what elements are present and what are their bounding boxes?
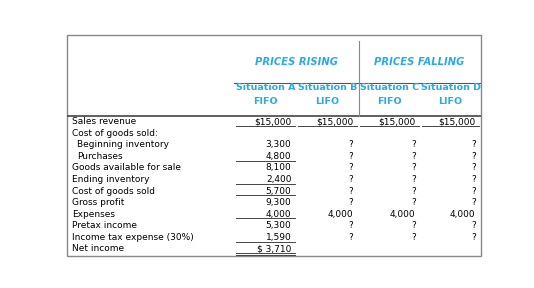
- Text: ?: ?: [471, 152, 476, 161]
- Text: ?: ?: [471, 198, 476, 207]
- Text: 2,400: 2,400: [266, 175, 292, 184]
- Text: ?: ?: [349, 187, 354, 196]
- Text: ?: ?: [411, 221, 415, 230]
- Text: PRICES RISING: PRICES RISING: [255, 57, 338, 67]
- Text: 5,300: 5,300: [266, 221, 292, 230]
- Text: ?: ?: [471, 221, 476, 230]
- Text: 4,000: 4,000: [328, 210, 354, 219]
- Text: ?: ?: [411, 187, 415, 196]
- Text: Ending inventory: Ending inventory: [72, 175, 149, 184]
- Text: ?: ?: [411, 198, 415, 207]
- Text: ?: ?: [349, 221, 354, 230]
- Text: ?: ?: [411, 175, 415, 184]
- Text: ?: ?: [471, 175, 476, 184]
- Text: 4,800: 4,800: [266, 152, 292, 161]
- Text: ?: ?: [411, 141, 415, 149]
- Text: 8,100: 8,100: [266, 164, 292, 173]
- Text: Situation A: Situation A: [235, 83, 295, 92]
- Text: LIFO: LIFO: [316, 97, 340, 106]
- Text: $15,000: $15,000: [316, 117, 354, 126]
- Text: 5,700: 5,700: [266, 187, 292, 196]
- Text: LIFO: LIFO: [438, 97, 462, 106]
- Text: FIFO: FIFO: [253, 97, 278, 106]
- Text: ?: ?: [349, 152, 354, 161]
- Text: FIFO: FIFO: [377, 97, 402, 106]
- Text: Pretax income: Pretax income: [72, 221, 137, 230]
- Text: ?: ?: [411, 164, 415, 173]
- Text: Sales revenue: Sales revenue: [72, 117, 136, 126]
- Text: Situation C: Situation C: [360, 83, 419, 92]
- Text: ?: ?: [471, 141, 476, 149]
- Text: ?: ?: [471, 164, 476, 173]
- Text: Expenses: Expenses: [72, 210, 115, 219]
- Text: 9,300: 9,300: [266, 198, 292, 207]
- Text: ?: ?: [349, 141, 354, 149]
- Text: PRICES FALLING: PRICES FALLING: [374, 57, 465, 67]
- Text: $15,000: $15,000: [254, 117, 292, 126]
- Text: ?: ?: [349, 233, 354, 242]
- Text: Cost of goods sold: Cost of goods sold: [72, 187, 155, 196]
- Text: ?: ?: [349, 175, 354, 184]
- Text: Goods available for sale: Goods available for sale: [72, 164, 180, 173]
- Text: 1,590: 1,590: [266, 233, 292, 242]
- Text: ?: ?: [471, 187, 476, 196]
- Text: Cost of goods sold:: Cost of goods sold:: [72, 129, 158, 138]
- Text: ?: ?: [349, 198, 354, 207]
- Text: $15,000: $15,000: [379, 117, 415, 126]
- Text: $ 3,710: $ 3,710: [257, 244, 292, 253]
- Text: 3,300: 3,300: [266, 141, 292, 149]
- Text: ?: ?: [411, 233, 415, 242]
- Text: Situation D: Situation D: [421, 83, 481, 92]
- Text: Net income: Net income: [72, 244, 124, 253]
- Text: Situation B: Situation B: [298, 83, 357, 92]
- Text: 4,000: 4,000: [450, 210, 476, 219]
- Text: Gross profit: Gross profit: [72, 198, 124, 207]
- Text: 4,000: 4,000: [266, 210, 292, 219]
- Text: ?: ?: [471, 233, 476, 242]
- Text: ?: ?: [411, 152, 415, 161]
- Text: 4,000: 4,000: [390, 210, 415, 219]
- Text: Income tax expense (30%): Income tax expense (30%): [72, 233, 193, 242]
- Text: Beginning inventory: Beginning inventory: [77, 141, 169, 149]
- Text: $15,000: $15,000: [438, 117, 476, 126]
- Text: Purchases: Purchases: [77, 152, 122, 161]
- Text: ?: ?: [349, 164, 354, 173]
